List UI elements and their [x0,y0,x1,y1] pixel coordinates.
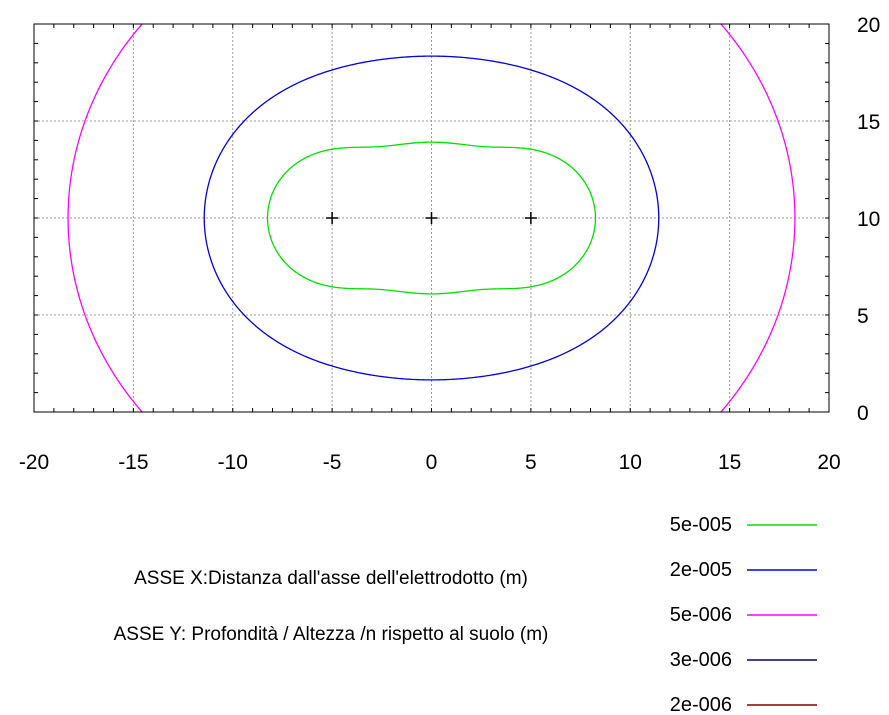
x-tick-label: 10 [619,451,642,474]
legend-item: 2e-006 [670,694,817,715]
x-tick-label: 20 [817,451,840,474]
conductor-marker [425,212,438,224]
contour-line-5e-006 [67,23,796,413]
legend-label: 5e-005 [670,514,732,536]
y-tick-label: 0 [857,402,869,425]
legend: 5e-005 2e-005 5e-006 3e-006 2e-006 [670,514,817,715]
x-axis-note: ASSE X:Distanza dall'asse dell'elettrodo… [134,568,528,589]
x-tick-label: -15 [118,451,148,474]
y-tick-label: 5 [857,305,869,328]
axis-ticks: -20 -15 -10 -5 0 5 10 15 20 0 5 10 15 20 [19,14,881,474]
x-tick-label: -20 [19,451,49,474]
x-tick-label: 0 [426,451,438,474]
legend-label: 2e-006 [670,694,732,715]
contour-lines [67,23,796,413]
legend-label: 5e-006 [670,604,732,626]
legend-item: 5e-006 [670,604,817,626]
legend-item: 2e-005 [670,559,817,581]
legend-label: 2e-005 [670,559,732,581]
contour-line-5e-005 [266,141,597,295]
contour-line-2e-005 [203,55,660,381]
x-tick-label: 5 [525,451,537,474]
x-tick-label: -5 [323,451,342,474]
x-tick-label: 15 [718,451,741,474]
legend-label: 3e-006 [670,649,732,671]
conductor-marker [524,212,537,224]
y-tick-label: 10 [857,208,880,231]
y-tick-label: 15 [857,111,880,134]
conductor-marker [326,212,339,224]
legend-item: 3e-006 [670,649,817,671]
x-tick-label: -10 [218,451,248,474]
y-tick-label: 20 [857,14,880,37]
legend-item: 5e-005 [670,514,817,536]
y-axis-note: ASSE Y: Profondità / Altezza /n rispetto… [114,624,549,645]
conductor-markers [326,212,537,224]
